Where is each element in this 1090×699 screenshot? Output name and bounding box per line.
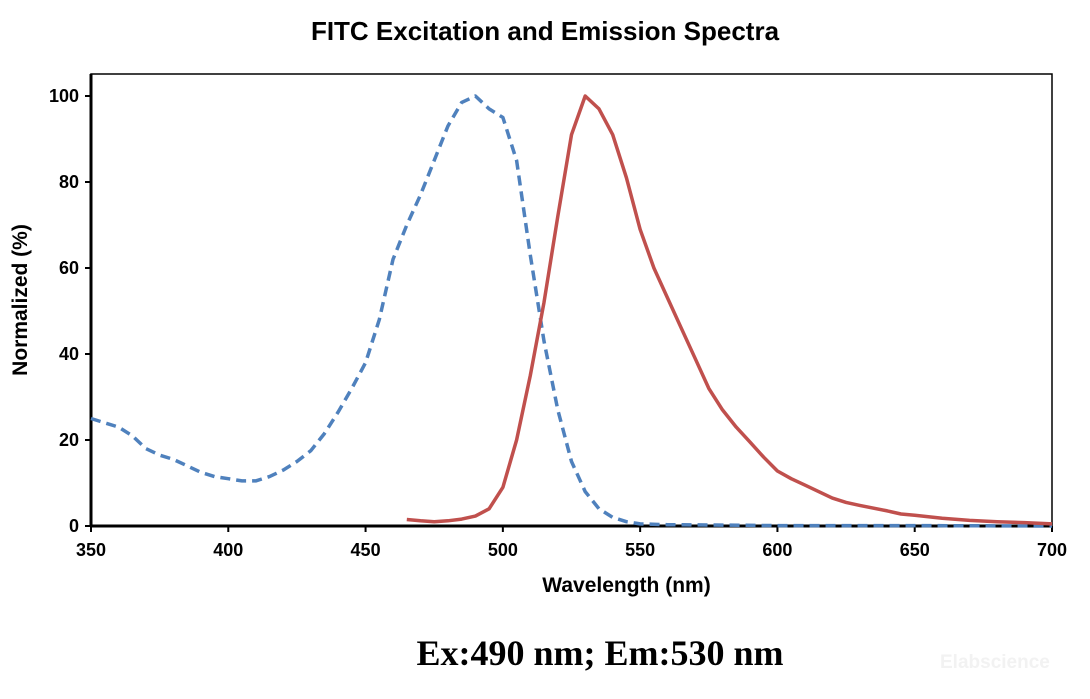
x-tick-label: 550 [625, 540, 655, 560]
x-tick-label: 350 [76, 540, 106, 560]
chart-title: FITC Excitation and Emission Spectra [310, 16, 780, 46]
x-tick-label: 450 [351, 540, 381, 560]
x-axis-label: Wavelength (nm) [542, 574, 710, 597]
emission-curve [406, 94, 1053, 526]
y-tick-label: 20 [59, 430, 79, 450]
y-tick-label: 80 [59, 172, 79, 192]
excitation-emission-caption: Ex:490 nm; Em:530 nm [416, 633, 784, 673]
x-tick-label: 700 [1037, 540, 1067, 560]
x-tick-label: 500 [488, 540, 518, 560]
y-tick-label: 0 [69, 516, 79, 536]
y-tick-label: 40 [59, 344, 79, 364]
watermark-logo: Elabscience [940, 652, 1050, 673]
y-axis-label: Normalized (%) [9, 224, 32, 376]
x-tick-label: 400 [213, 540, 243, 560]
y-tick-label: 100 [49, 86, 79, 106]
y-tick-label: 60 [59, 258, 79, 278]
x-tick-label: 650 [900, 540, 930, 560]
excitation-curve [90, 94, 1053, 528]
x-tick-label: 600 [762, 540, 792, 560]
